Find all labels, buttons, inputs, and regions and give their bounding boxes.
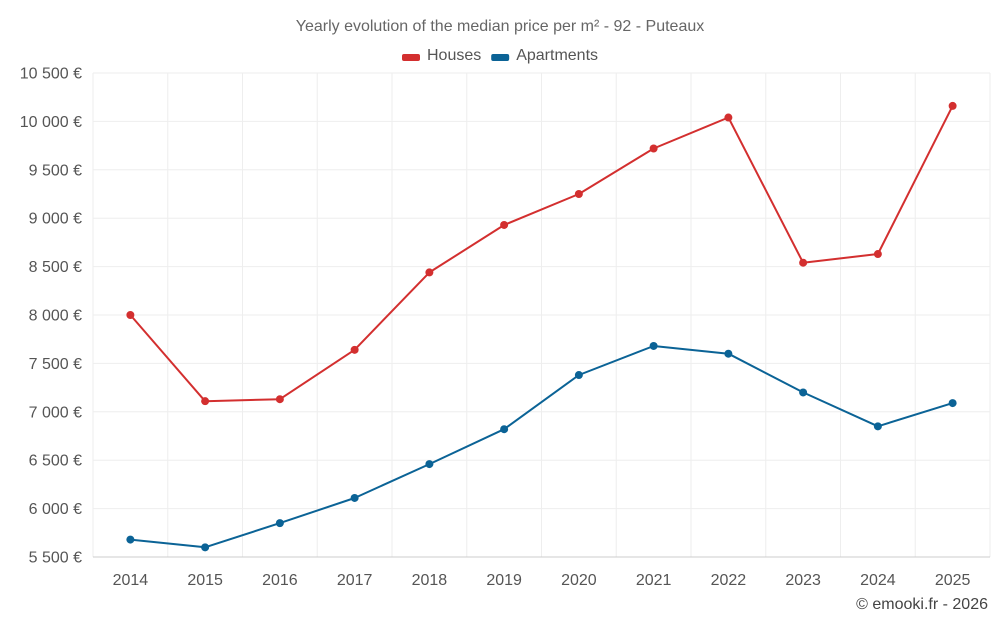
x-tick-label: 2014 (113, 572, 149, 589)
data-point-apartments[interactable] (350, 493, 359, 502)
data-point-apartments[interactable] (649, 341, 658, 350)
legend-swatch (402, 54, 420, 61)
data-point-apartments[interactable] (425, 460, 434, 469)
data-point-houses[interactable] (649, 144, 658, 153)
series-line-apartments (130, 345, 953, 549)
data-point-apartments[interactable] (948, 399, 957, 408)
data-point-houses[interactable] (799, 258, 808, 267)
y-tick-label: 8 000 € (29, 308, 82, 325)
y-tick-label: 6 000 € (29, 501, 82, 518)
legend-item-houses[interactable]: Houses (402, 47, 481, 64)
x-tick-label: 2018 (412, 572, 448, 589)
chart-title: Yearly evolution of the median price per… (296, 18, 705, 35)
legend-label: Houses (427, 47, 481, 64)
x-tick-label: 2020 (561, 572, 597, 589)
credit-text: © emooki.fr - 2026 (856, 596, 988, 613)
y-tick-label: 9 500 € (29, 162, 82, 179)
series-layer (126, 101, 957, 552)
data-point-apartments[interactable] (500, 425, 509, 434)
x-tick-label: 2025 (935, 572, 971, 589)
data-point-houses[interactable] (724, 113, 733, 122)
y-tick-label: 5 500 € (29, 550, 82, 567)
data-point-houses[interactable] (873, 250, 882, 259)
y-tick-label: 10 000 € (20, 114, 82, 131)
axes: 5 500 € 6 000 € 6 500 € 7 000 € 7 500 € 8 000… (20, 66, 990, 589)
data-point-apartments[interactable] (126, 535, 135, 544)
x-tick-label: 2019 (486, 572, 522, 589)
data-point-houses[interactable] (350, 345, 359, 354)
legend-item-apartments[interactable]: Apartments (491, 47, 598, 64)
y-tick-label: 6 500 € (29, 453, 82, 470)
y-tick-label: 7 000 € (29, 404, 82, 421)
legend: Houses Apartments (402, 47, 598, 64)
y-tick-label: 10 500 € (20, 66, 82, 83)
data-point-houses[interactable] (574, 190, 583, 198)
legend-swatch (491, 54, 510, 61)
x-tick-label: 2017 (337, 572, 373, 589)
data-point-apartments[interactable] (574, 371, 583, 380)
data-point-apartments[interactable] (724, 349, 733, 358)
y-tick-label: 8 500 € (29, 259, 82, 276)
legend-label: Apartments (516, 47, 598, 64)
data-point-apartments[interactable] (275, 519, 284, 528)
data-point-houses[interactable] (948, 101, 957, 110)
x-tick-label: 2023 (785, 572, 821, 589)
x-tick-label: 2015 (187, 572, 223, 589)
x-tick-label: 2016 (262, 572, 298, 589)
x-tick-label: 2022 (711, 572, 747, 589)
data-point-apartments[interactable] (873, 422, 882, 431)
series-line-houses (129, 105, 954, 403)
grid (92, 72, 991, 558)
y-tick-label: 7 500 € (29, 356, 82, 373)
x-tick-label: 2021 (636, 572, 672, 589)
data-point-houses[interactable] (201, 397, 210, 406)
y-tick-label: 9 000 € (29, 211, 82, 228)
x-tick-label: 2024 (860, 572, 896, 589)
data-point-apartments[interactable] (799, 388, 808, 397)
data-point-apartments[interactable] (201, 543, 210, 552)
data-point-houses[interactable] (425, 268, 434, 277)
data-point-houses[interactable] (500, 220, 509, 229)
data-point-houses[interactable] (126, 311, 135, 319)
data-point-houses[interactable] (275, 395, 284, 404)
